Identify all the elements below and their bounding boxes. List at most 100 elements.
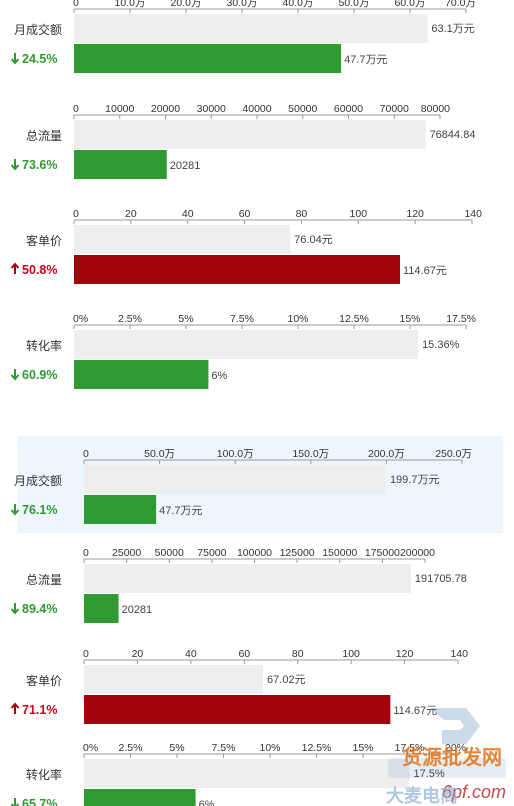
change-percent: 71.1%: [22, 703, 57, 717]
change-percent: 73.6%: [22, 158, 57, 172]
current-value-label: 20281: [122, 604, 153, 616]
change-percent: 60.9%: [22, 368, 57, 382]
x-tick-label: 12.5%: [302, 742, 332, 754]
current-bar: [84, 594, 119, 623]
current-bar: [84, 695, 391, 724]
reference-bar: [84, 759, 410, 788]
x-tick-label: 100.0万: [217, 448, 254, 460]
x-tick-label: 0: [73, 103, 79, 115]
x-tick-label: 10000: [105, 103, 134, 115]
metric-label: 客单价: [26, 673, 62, 688]
current-value-label: 114.67元: [403, 265, 447, 277]
change-percent: 76.1%: [22, 503, 57, 517]
x-tick-label: 60: [239, 208, 251, 220]
x-tick-label: 20: [125, 208, 137, 220]
chart-panel-4: 0% 2.5% 5% 7.5% 10% 12.5% 15% 17.5% 转化率 15.36% 6% 6…: [10, 313, 476, 389]
current-value-label: 47.7万元: [159, 505, 202, 517]
arrow-down-icon: [10, 798, 20, 806]
x-tick-label: 100: [350, 208, 368, 220]
x-tick-label: 30000: [197, 103, 226, 115]
current-value-label: 6%: [211, 370, 227, 382]
x-tick-label: 0%: [83, 742, 98, 754]
reference-bar: [74, 225, 291, 254]
arrow-down-icon: [10, 504, 20, 516]
x-tick-label: 17.5%: [446, 313, 476, 325]
x-tick-label: 2.5%: [119, 742, 143, 754]
metric-label: 客单价: [26, 233, 62, 248]
x-tick-label: 50000: [288, 103, 317, 115]
x-tick-label: 200.0万: [368, 448, 405, 460]
arrow-down-icon: [10, 53, 20, 65]
current-bar: [84, 495, 157, 524]
current-bar: [74, 44, 342, 73]
x-tick-label: 15%: [352, 742, 373, 754]
x-tick-label: 25000: [112, 547, 141, 559]
current-bar: [74, 150, 167, 179]
x-tick-label: 50.0万: [144, 448, 175, 460]
reference-bar: [84, 564, 411, 593]
chart-panel-7: 0 20 40 60 80 100 120 140 客单价 67.02元 114.67元 71.1%: [10, 648, 468, 724]
x-tick-label: 60: [238, 648, 250, 660]
x-tick-label: 12.5%: [339, 313, 369, 325]
x-tick-label: 17.5%: [395, 742, 425, 754]
x-tick-label: 75000: [197, 547, 226, 559]
reference-value-label: 191705.78: [415, 573, 467, 585]
reference-value-label: 67.02元: [267, 674, 306, 686]
x-tick-label: 30.0万: [227, 0, 258, 9]
x-tick-label: 175000: [365, 547, 400, 559]
x-tick-label: 100000: [237, 547, 272, 559]
reference-value-label: 17.5%: [414, 768, 445, 780]
x-tick-label: 120: [396, 648, 414, 660]
change-percent: 65.7%: [22, 797, 57, 806]
x-tick-label: 200000: [400, 547, 435, 559]
arrow-down-icon: [10, 369, 20, 381]
x-tick-label: 140: [464, 208, 482, 220]
x-tick-label: 20.0万: [171, 0, 202, 9]
x-tick-label: 60.0万: [395, 0, 426, 9]
x-tick-label: 0: [83, 648, 89, 660]
chart-panel-6: 0 25000 50000 75000 100000 125000 150000 175000…: [10, 547, 467, 623]
x-tick-label: 60000: [334, 103, 363, 115]
arrow-down-icon: [10, 159, 20, 171]
metric-label: 总流量: [26, 129, 62, 143]
change-percent: 24.5%: [22, 52, 57, 66]
x-tick-label: 0%: [73, 313, 88, 325]
x-tick-label: 10%: [259, 742, 280, 754]
x-tick-label: 20%: [445, 742, 466, 754]
reference-bar: [84, 465, 386, 494]
x-tick-label: 50.0万: [339, 0, 370, 9]
current-value-label: 114.67元: [393, 705, 437, 717]
x-tick-label: 80000: [421, 103, 450, 115]
x-tick-label: 15%: [399, 313, 420, 325]
x-tick-label: 125000: [280, 547, 315, 559]
x-tick-label: 20000: [151, 103, 180, 115]
current-value-label: 20281: [170, 160, 201, 172]
x-tick-label: 40000: [242, 103, 271, 115]
reference-value-label: 76844.84: [430, 129, 476, 141]
x-tick-label: 50000: [155, 547, 184, 559]
current-bar: [74, 360, 209, 389]
current-bar: [74, 255, 400, 284]
x-tick-label: 150.0万: [292, 448, 329, 460]
metric-label: 总流量: [26, 573, 62, 587]
reference-value-label: 76.04元: [294, 234, 333, 246]
x-tick-label: 70000: [380, 103, 409, 115]
chart-panel-2: 0 10000 20000 30000 40000 50000 60000 70000 8000…: [10, 103, 476, 179]
x-tick-label: 0: [83, 547, 89, 559]
change-percent: 50.8%: [22, 263, 57, 277]
x-tick-label: 40: [182, 208, 194, 220]
x-tick-label: 80: [296, 208, 308, 220]
x-tick-label: 5%: [178, 313, 193, 325]
current-value-label: 6%: [199, 799, 215, 806]
reference-bar: [84, 665, 264, 694]
chart-panel-8: 0% 2.5% 5% 7.5% 10% 12.5% 15% 17.5% 20% 转化率 17.5% 6…: [10, 742, 466, 806]
arrow-up-icon: [10, 702, 20, 714]
x-tick-label: 0: [83, 448, 89, 460]
metric-label: 月成交额: [14, 22, 62, 37]
reference-bar: [74, 14, 428, 43]
x-tick-label: 150000: [322, 547, 357, 559]
current-bar: [84, 789, 196, 806]
x-tick-label: 70.0万: [445, 0, 476, 9]
